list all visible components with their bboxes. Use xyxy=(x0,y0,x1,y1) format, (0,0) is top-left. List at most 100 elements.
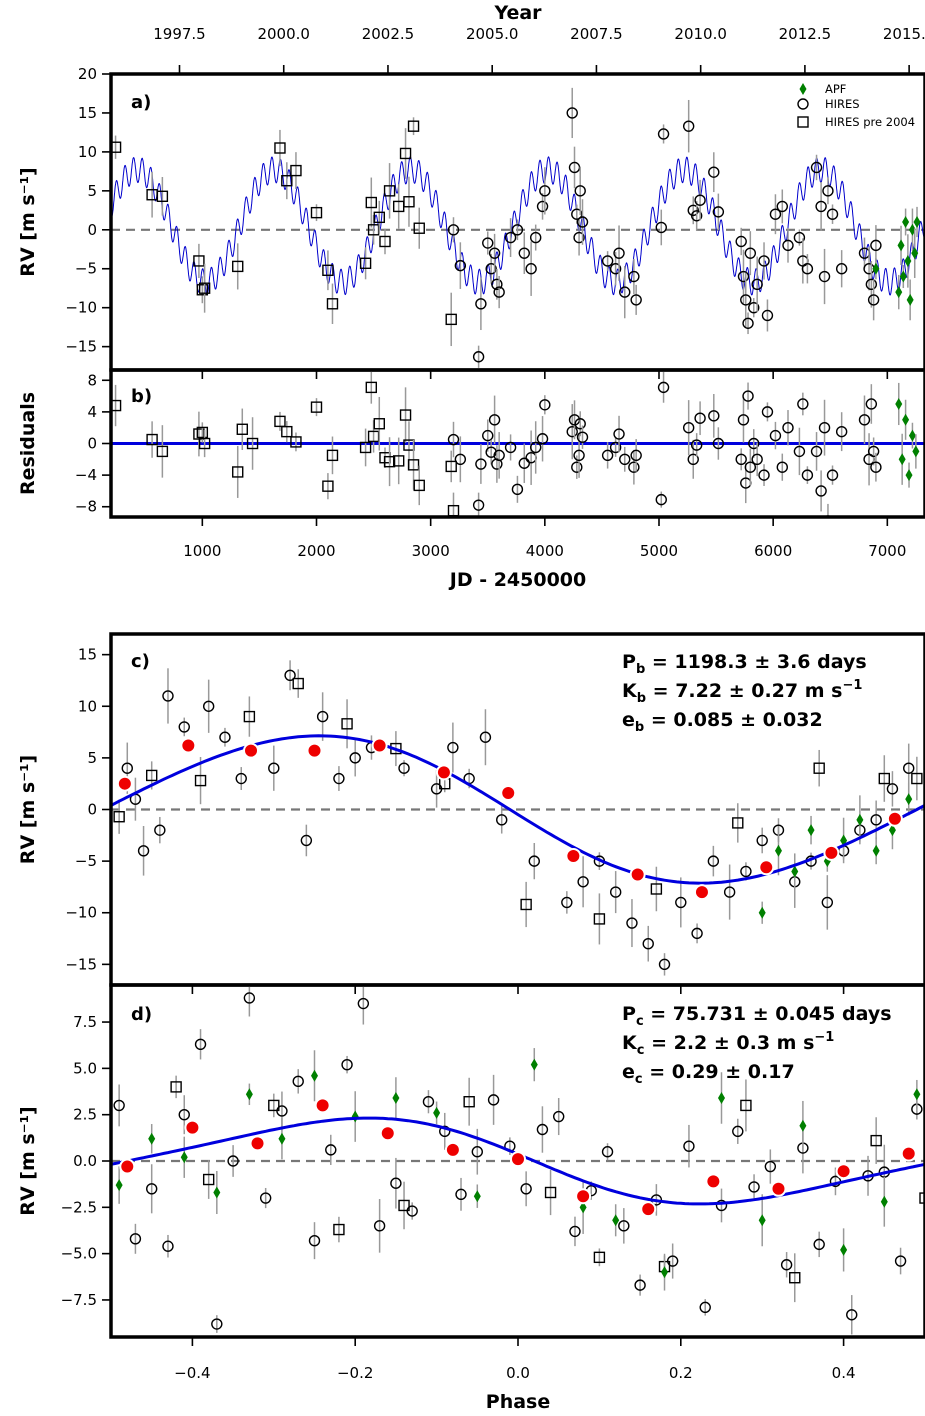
hires-point xyxy=(491,278,503,291)
hires-point xyxy=(504,231,517,244)
hires-point xyxy=(751,278,763,291)
hires-pre2004-point xyxy=(392,455,405,467)
hires-point xyxy=(178,1108,190,1121)
apf-point xyxy=(148,1132,156,1145)
apf-point xyxy=(899,270,907,283)
x-tick-label: 6000 xyxy=(754,542,792,560)
hires-point xyxy=(571,461,583,473)
hires-pre2004-point xyxy=(194,774,207,787)
hires-point xyxy=(655,221,667,234)
hires-point xyxy=(561,896,573,909)
hires-pre2004-point xyxy=(399,409,412,421)
hires-point xyxy=(822,185,834,197)
hires-point xyxy=(219,731,231,743)
hires-point xyxy=(398,762,410,774)
apf-point xyxy=(895,397,903,410)
apf-point xyxy=(791,865,799,878)
hires-point xyxy=(793,445,806,458)
frame xyxy=(109,983,925,1339)
hires-point xyxy=(691,927,703,940)
apf-point xyxy=(902,216,910,228)
y-tick-label: 15 xyxy=(78,104,97,122)
hires-pre2004-point xyxy=(445,460,457,473)
hires-pre2004-point xyxy=(156,190,169,202)
hires-point xyxy=(454,453,467,466)
hires-point xyxy=(178,721,190,733)
series-hires-pre-2004 xyxy=(113,669,923,945)
apf-point xyxy=(661,1266,669,1279)
apf-point xyxy=(392,1092,400,1105)
top-x-tick-label: 2015.0 xyxy=(883,25,925,43)
annotation: eb = 0.085 ± 0.032 xyxy=(622,709,823,735)
hires-point xyxy=(566,107,578,119)
x-axis-label: Phase xyxy=(486,1391,550,1413)
apf-point xyxy=(906,293,914,306)
hires-point xyxy=(609,263,622,275)
hires-pre2004-point xyxy=(445,313,457,326)
hires-point xyxy=(341,1058,353,1071)
hires-point xyxy=(769,429,782,442)
hires-pre2004-point xyxy=(365,381,377,394)
annotation: ec = 0.29 ± 0.17 xyxy=(622,1061,795,1087)
apf-point xyxy=(115,1179,123,1192)
annotation: Pb = 1198.3 ± 3.6 days xyxy=(622,651,867,677)
y-tick-label: 2.5 xyxy=(73,1106,97,1124)
hires-point xyxy=(793,231,806,244)
hires-pre2004-point xyxy=(520,898,532,911)
x-tick-label: 7000 xyxy=(868,542,906,560)
hires-pre2004-point xyxy=(274,142,286,154)
top-x-tick-label: 1997.5 xyxy=(153,25,206,43)
plot-area xyxy=(111,660,925,976)
hires-point xyxy=(357,997,370,1010)
hires-pre2004-point xyxy=(911,772,923,785)
hires-point xyxy=(485,263,497,275)
hires-point xyxy=(801,263,814,275)
hires-point xyxy=(113,1099,125,1112)
apf-point xyxy=(245,1088,253,1101)
hires-point xyxy=(619,453,631,466)
hires-point xyxy=(712,206,725,218)
binned-point xyxy=(371,737,388,754)
hires-pre2004-point xyxy=(281,425,293,438)
hires-pre2004-point xyxy=(146,433,158,446)
hires-point xyxy=(694,412,706,424)
binned-point xyxy=(435,764,452,781)
hires-point xyxy=(482,429,494,442)
x-tick-label: 1000 xyxy=(183,542,221,560)
hires-point xyxy=(471,1146,483,1158)
hires-point xyxy=(573,231,585,244)
legend-label: HIRES xyxy=(825,97,860,111)
y-tick-label: 5 xyxy=(87,182,97,200)
hires-point xyxy=(630,294,642,306)
y-tick-label: −8 xyxy=(75,498,97,516)
legend-label: HIRES pre 2004 xyxy=(825,115,915,129)
hires-point xyxy=(569,1225,581,1238)
hires-point xyxy=(121,762,133,774)
binned-point xyxy=(379,1125,396,1142)
binned-point xyxy=(184,1119,201,1136)
hires-pre2004-point xyxy=(373,211,385,224)
apf-point xyxy=(911,247,919,260)
hires-point xyxy=(642,938,654,950)
hires-pre2004-point xyxy=(740,1099,752,1112)
hires-pre2004-point xyxy=(232,466,244,478)
series-hires-pre-2004 xyxy=(111,371,460,517)
hires-pre2004-point xyxy=(170,1081,182,1093)
hires-pre2004-point xyxy=(268,1099,280,1112)
hires-point xyxy=(574,418,586,430)
hires-pre2004-point xyxy=(202,1173,215,1186)
binned-points xyxy=(116,737,903,901)
hires-point xyxy=(735,453,747,466)
binned-point xyxy=(640,1201,657,1218)
hires-point xyxy=(487,1094,500,1106)
hires-pre2004-point xyxy=(243,710,256,723)
hires-pre2004-point xyxy=(878,772,890,785)
apf-point xyxy=(905,793,913,806)
hires-point xyxy=(475,458,487,470)
hires-point xyxy=(742,390,754,402)
apf-point xyxy=(908,429,916,442)
hires-point xyxy=(574,185,586,197)
hires-point xyxy=(776,200,788,213)
apf-point xyxy=(888,824,896,837)
